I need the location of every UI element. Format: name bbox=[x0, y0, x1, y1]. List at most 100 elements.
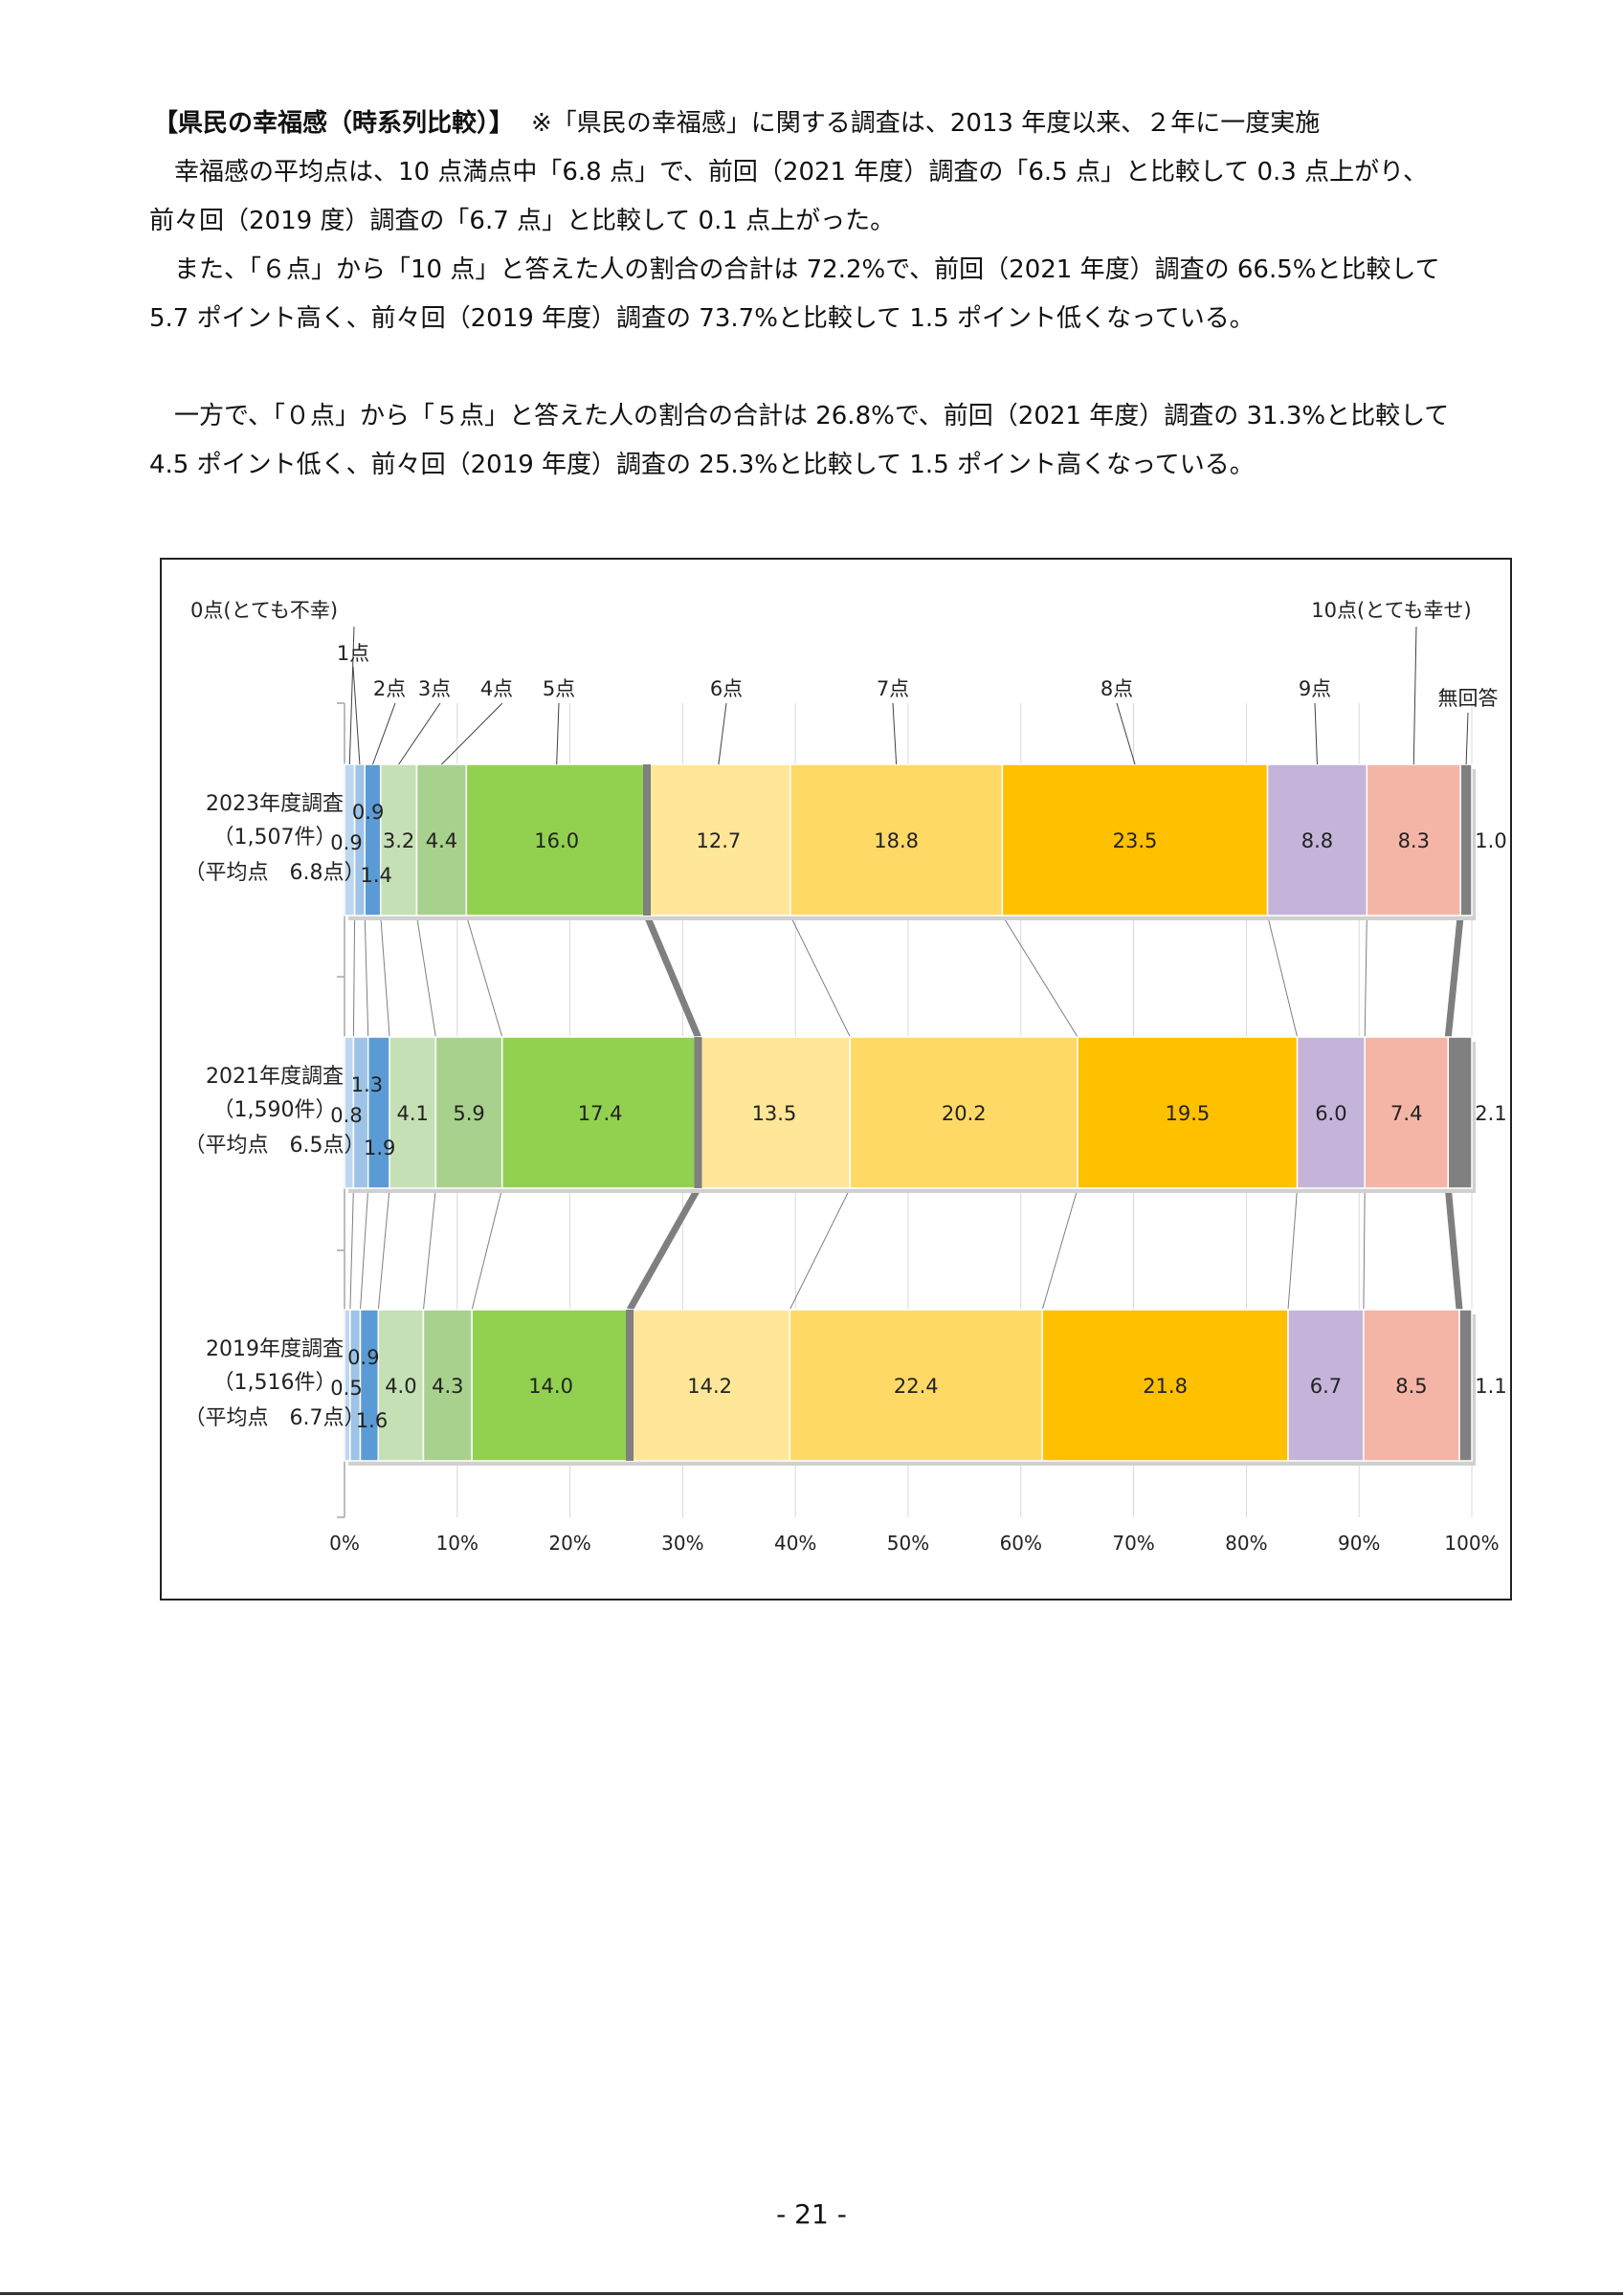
row-label: 2019年度調査 bbox=[206, 1337, 344, 1361]
value-label: 4.4 bbox=[426, 829, 457, 852]
value-label: 5.9 bbox=[453, 1102, 484, 1125]
category-label: 無回答 bbox=[1438, 687, 1499, 710]
value-label: 6.7 bbox=[1310, 1375, 1342, 1398]
row-count: （1,590件） bbox=[213, 1098, 337, 1122]
bar-segment bbox=[364, 763, 382, 916]
category-leader-line bbox=[348, 626, 355, 765]
value-label: 1.1 bbox=[1475, 1375, 1506, 1398]
connector-line bbox=[789, 915, 851, 1038]
bar-segment bbox=[465, 763, 648, 916]
page-bottom-rule bbox=[0, 2292, 1623, 2295]
x-tick-label: 10% bbox=[436, 1532, 478, 1555]
value-label: 14.2 bbox=[687, 1375, 732, 1398]
x-tick-label: 60% bbox=[1000, 1532, 1042, 1555]
category-leader-line bbox=[1465, 712, 1469, 765]
value-label: 16.0 bbox=[534, 829, 579, 852]
category-label: 2点 bbox=[373, 677, 406, 700]
bar-segment bbox=[1077, 1036, 1299, 1189]
category-leader-line bbox=[352, 666, 361, 765]
section-title: 【県民の幸福感（時系列比較）】 bbox=[153, 109, 515, 138]
connector-line bbox=[1444, 915, 1464, 1038]
row-mean: （平均点 6.7点） bbox=[185, 1406, 366, 1430]
value-label: 0.8 bbox=[330, 1104, 362, 1127]
category-label: 5点 bbox=[543, 677, 575, 700]
connector-line bbox=[364, 915, 369, 1038]
value-label: 4.0 bbox=[385, 1375, 416, 1398]
bar-divider bbox=[694, 1037, 702, 1188]
paragraph-high-scores: また、「６点」から「10 点」と答えた人の割合の合計は 72.2%で、前回（20… bbox=[149, 255, 1440, 333]
category-leader-line bbox=[1412, 626, 1417, 765]
value-label: 20.2 bbox=[942, 1102, 987, 1125]
category-label: 8点 bbox=[1101, 677, 1133, 700]
connector-line bbox=[352, 915, 356, 1038]
connector-line bbox=[1287, 1187, 1299, 1311]
bar-segment bbox=[697, 1036, 852, 1189]
connector-line bbox=[359, 1187, 369, 1311]
connector-line bbox=[1364, 915, 1367, 1038]
category-leader-line bbox=[1314, 702, 1318, 765]
connector-line bbox=[643, 914, 701, 1039]
value-label: 0.5 bbox=[330, 1377, 362, 1400]
x-tick-label: 20% bbox=[548, 1532, 590, 1555]
value-label: 23.5 bbox=[1113, 829, 1158, 852]
x-tick-label: 80% bbox=[1225, 1532, 1267, 1555]
connector-line bbox=[1444, 1187, 1463, 1311]
bar-segment bbox=[1296, 1036, 1366, 1189]
value-label: 13.5 bbox=[752, 1102, 797, 1125]
row-label: 2021年度調査 bbox=[206, 1065, 344, 1089]
bar-segment bbox=[1266, 763, 1368, 916]
category-leader-line bbox=[441, 702, 503, 765]
value-label: 1.4 bbox=[361, 864, 392, 887]
value-label: 18.8 bbox=[874, 829, 919, 852]
bar-segment bbox=[501, 1036, 700, 1189]
bar-segment bbox=[629, 1309, 791, 1462]
bar-segment bbox=[1458, 1309, 1473, 1462]
value-label: 1.3 bbox=[351, 1073, 383, 1096]
x-tick-label: 0% bbox=[329, 1532, 360, 1555]
chart-frame: 0.9 0.9 1.4 3.2 4.4 16.0 12.7 18.8 23.5 8.8 8.3 1.0… bbox=[160, 558, 1512, 1601]
value-label: 1.0 bbox=[1475, 829, 1506, 852]
category-label: 1点 bbox=[337, 642, 369, 665]
section-heading: 【県民の幸福感（時系列比較）】 ※「県民の幸福感」に関する調査は、2013 年度以… bbox=[153, 103, 1320, 139]
bar-segment bbox=[359, 1309, 380, 1462]
happiness-stacked-bar-chart: 0.9 0.9 1.4 3.2 4.4 16.0 12.7 18.8 23.5 8.8 8.3 1.0… bbox=[185, 599, 1507, 1555]
bar-segment bbox=[422, 1309, 473, 1462]
paragraph-low-scores: 一方で、「０点」から「５点」と答えた人の割合の合計は 26.8%で、前回（202… bbox=[149, 402, 1450, 479]
bar-segment bbox=[1447, 1036, 1473, 1189]
row-mean: （平均点 6.8点） bbox=[185, 861, 366, 885]
category-label: 7点 bbox=[877, 677, 909, 700]
value-label: 3.2 bbox=[383, 829, 414, 852]
bar-divider bbox=[626, 1310, 634, 1461]
category-leader-line bbox=[556, 702, 560, 765]
bar-segment bbox=[789, 763, 1004, 916]
bar-divider bbox=[643, 764, 652, 916]
value-label: 0.9 bbox=[352, 801, 384, 824]
category-label: 6点 bbox=[710, 677, 743, 700]
bar-segment bbox=[367, 1036, 390, 1189]
value-label: 21.8 bbox=[1143, 1375, 1188, 1398]
value-label: 4.1 bbox=[396, 1102, 428, 1125]
value-label: 8.3 bbox=[1398, 829, 1430, 852]
value-label: 12.7 bbox=[697, 829, 742, 852]
category-label: 10点(とても幸せ) bbox=[1311, 599, 1471, 622]
paragraph-mean-score: 幸福感の平均点は、10 点満点中「6.8 点」で、前回（2021 年度）調査の「… bbox=[149, 158, 1429, 235]
value-label: 17.4 bbox=[578, 1102, 623, 1125]
row-mean: （平均点 6.5点） bbox=[185, 1134, 366, 1158]
value-label: 19.5 bbox=[1165, 1102, 1210, 1125]
value-label: 7.4 bbox=[1390, 1102, 1422, 1125]
survey-note: ※「県民の幸福感」に関する調査は、2013 年度以来、２年に一度実施 bbox=[531, 109, 1321, 138]
value-label: 0.9 bbox=[347, 1346, 379, 1369]
x-tick-label: 100% bbox=[1444, 1532, 1499, 1555]
x-tick-label: 40% bbox=[774, 1532, 816, 1555]
value-label: 0.9 bbox=[330, 831, 362, 854]
value-label: 8.8 bbox=[1301, 829, 1333, 852]
x-tick-label: 90% bbox=[1338, 1532, 1380, 1555]
value-label: 4.3 bbox=[432, 1375, 463, 1398]
bar-segment bbox=[1041, 1309, 1289, 1462]
bar-segment bbox=[1459, 763, 1473, 916]
value-label: 2.1 bbox=[1475, 1102, 1506, 1125]
x-tick-label: 30% bbox=[661, 1532, 703, 1555]
bar-segment bbox=[415, 763, 468, 916]
connector-line bbox=[1363, 1187, 1366, 1311]
connector-line bbox=[415, 915, 436, 1038]
